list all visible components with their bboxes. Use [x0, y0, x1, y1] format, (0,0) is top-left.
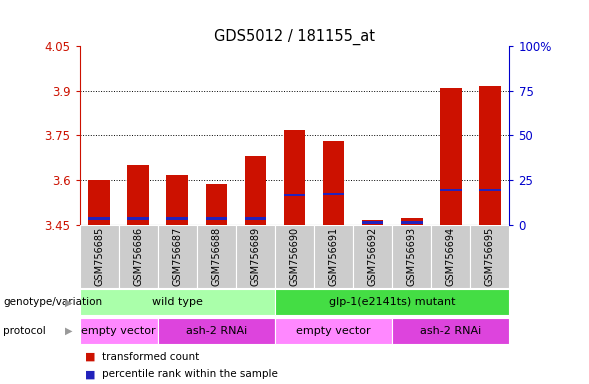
Bar — [244, 217, 266, 220]
Text: genotype/variation: genotype/variation — [3, 297, 102, 308]
Bar — [401, 218, 422, 225]
Text: GSM756688: GSM756688 — [211, 227, 221, 286]
Text: ▶: ▶ — [65, 326, 72, 336]
Bar — [392, 318, 509, 344]
Bar — [471, 225, 509, 288]
Text: GSM756685: GSM756685 — [94, 227, 104, 286]
Text: ■: ■ — [85, 352, 96, 362]
Bar — [80, 290, 275, 315]
Bar — [392, 225, 431, 288]
Bar — [127, 217, 149, 220]
Bar — [167, 175, 188, 225]
Bar — [167, 217, 188, 220]
Bar — [88, 217, 110, 220]
Bar — [197, 225, 236, 288]
Bar — [118, 225, 158, 288]
Bar — [80, 225, 118, 288]
Bar — [314, 225, 353, 288]
Bar — [275, 290, 509, 315]
Text: percentile rank within the sample: percentile rank within the sample — [102, 369, 278, 379]
Bar — [431, 225, 471, 288]
Bar — [275, 318, 392, 344]
Bar — [362, 220, 383, 225]
Bar — [353, 225, 392, 288]
Bar — [323, 141, 345, 225]
Text: wild type: wild type — [152, 297, 203, 308]
Bar — [236, 225, 275, 288]
Text: empty vector: empty vector — [296, 326, 371, 336]
Text: protocol: protocol — [3, 326, 46, 336]
Text: GSM756691: GSM756691 — [329, 227, 339, 286]
Text: GSM756686: GSM756686 — [133, 227, 143, 286]
Title: GDS5012 / 181155_at: GDS5012 / 181155_at — [214, 28, 375, 45]
Bar — [323, 193, 345, 195]
Text: transformed count: transformed count — [102, 352, 199, 362]
Text: ash-2 RNAi: ash-2 RNAi — [186, 326, 247, 336]
Text: ■: ■ — [85, 369, 96, 379]
Text: ▶: ▶ — [65, 297, 72, 308]
Text: ash-2 RNAi: ash-2 RNAi — [420, 326, 481, 336]
Text: GSM756693: GSM756693 — [407, 227, 417, 286]
Bar — [284, 130, 305, 225]
Bar — [158, 225, 197, 288]
Bar — [440, 189, 462, 191]
Text: glp-1(e2141ts) mutant: glp-1(e2141ts) mutant — [329, 297, 455, 308]
Bar — [479, 189, 501, 191]
Bar — [127, 164, 149, 225]
Bar — [244, 156, 266, 225]
Bar — [158, 318, 275, 344]
Bar — [275, 225, 314, 288]
Text: GSM756692: GSM756692 — [368, 227, 378, 286]
Bar — [206, 184, 227, 225]
Bar — [284, 194, 305, 196]
Bar — [206, 217, 227, 220]
Text: GSM756689: GSM756689 — [250, 227, 260, 286]
Bar — [80, 318, 158, 344]
Text: GSM756695: GSM756695 — [485, 227, 495, 286]
Text: GSM756690: GSM756690 — [290, 227, 299, 286]
Text: GSM756687: GSM756687 — [172, 227, 182, 286]
Text: GSM756694: GSM756694 — [446, 227, 456, 286]
Bar — [88, 180, 110, 225]
Bar — [401, 221, 422, 224]
Bar — [362, 221, 383, 224]
Bar — [440, 88, 462, 225]
Bar — [479, 86, 501, 225]
Text: empty vector: empty vector — [81, 326, 156, 336]
